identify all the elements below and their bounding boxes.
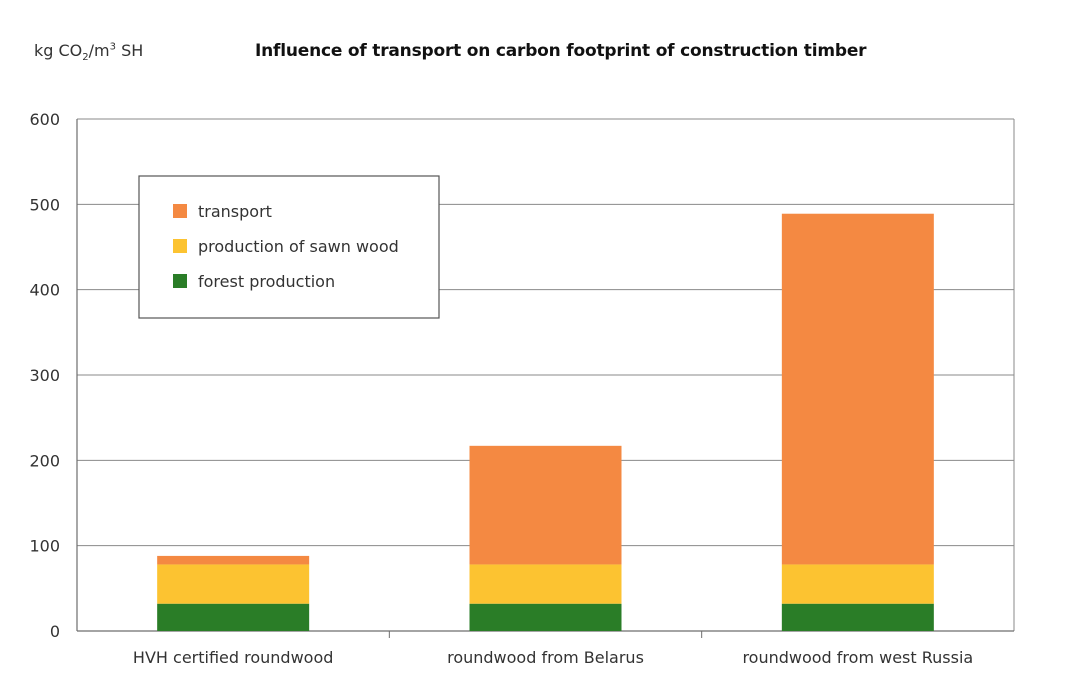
bar-transport-2 (469, 445, 622, 565)
x-tick-label-2: roundwood from Belarus (447, 648, 644, 667)
legend-box (138, 175, 440, 319)
y-tick-label-300: 300 (29, 366, 60, 385)
x-tick-label-3: roundwood from west Russia (742, 648, 973, 667)
bar-forest-production-3 (781, 603, 934, 631)
bar-forest-production-2 (469, 603, 622, 631)
x-tick-label-1: HVH certified roundwood (133, 648, 333, 667)
bar-forest-production-1 (157, 603, 310, 631)
y-tick-label-200: 200 (29, 451, 60, 470)
y-tick-label-400: 400 (29, 281, 60, 300)
y-tick-label-100: 100 (29, 537, 60, 556)
bar-production-of-sawn-wood-2 (469, 564, 622, 604)
legend-label-forest-production: forest production (198, 272, 335, 291)
legend-label-transport: transport (198, 202, 272, 221)
chart-title: Influence of transport on carbon footpri… (255, 41, 867, 61)
y-axis-label: kg CO2/m3 SH (34, 41, 144, 64)
legend-swatch-forest-production (173, 274, 187, 288)
y-tick-label-500: 500 (29, 195, 60, 214)
bar-production-of-sawn-wood-3 (781, 564, 934, 604)
legend-swatch-transport (173, 204, 187, 218)
bar-transport-3 (781, 213, 934, 565)
legend-swatch-production-of-sawn-wood (173, 239, 187, 253)
y-tick-label-0: 0 (50, 622, 60, 641)
legend-label-production-of-sawn-wood: production of sawn wood (198, 237, 399, 256)
bar-transport-1 (157, 555, 310, 565)
y-tick-label-600: 600 (29, 110, 60, 129)
bar-production-of-sawn-wood-1 (157, 564, 310, 604)
